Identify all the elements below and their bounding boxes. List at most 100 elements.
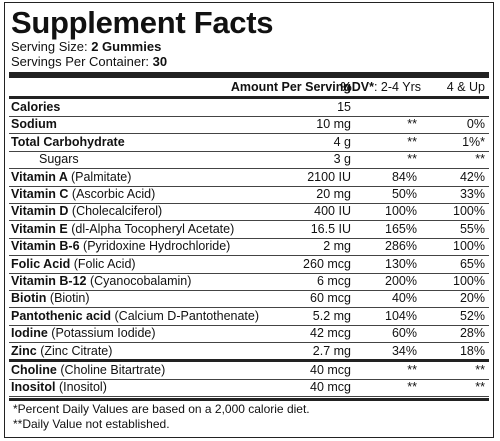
name: Sodium [11,117,57,132]
serving-size: Serving Size: 2 Gummies [11,39,161,54]
nutrient-row: Biotin (Biotin) 60 mcg 40% 20% [9,290,489,309]
amount: 6 mcg [316,274,351,288]
dv-2-4: 104% [385,308,417,323]
dv-2-4: 50% [391,187,417,201]
detail: (dl-Alpha Tocopheryl Acetate) [71,221,235,236]
amount: 4 g [333,134,351,149]
amount: 16.5 IU [310,221,351,236]
nutrient-name: Zinc (Zinc Citrate) [11,343,112,360]
name: Vitamin B-12 [11,274,87,288]
dv-4-up: 1%* [462,134,485,149]
nutrient-name: Sodium [11,116,57,133]
dv-2-4: 286% [385,239,417,254]
nutrient-name: Vitamin B-12 (Cyanocobalamin) [11,273,191,290]
detail: (Biotin) [49,291,90,306]
dv-2-4: : 2-4 Yrs [373,80,421,94]
dv-4-up: 100% [453,274,485,288]
dv-4-up: 100% [453,204,485,219]
name: Vitamin E [11,221,68,236]
thick-rule [9,72,489,78]
dv-4-up: 20% [459,291,485,306]
amount: 10 mg [316,117,351,132]
value: 2 Gummies [91,39,162,54]
nutrient-row: Vitamin B-12 (Cyanocobalamin) 6 mcg 200% 10… [9,273,489,291]
nutrient-row: Vitamin A (Palmitate) 2100 IU 84% 42% [9,169,489,187]
dv-4-up: ** [475,380,485,395]
nutrient-name: Biotin (Biotin) [11,290,90,307]
nutrient-name: Vitamin E (dl-Alpha Tocopheryl Acetate) [11,221,234,238]
nutrient-row: Iodine (Potassium Iodide) 42 mcg 60% 28% [9,325,489,344]
footnote: *Percent Daily Values are based on a 2,0… [13,402,310,416]
nutrient-row: Folic Acid (Folic Acid) 260 mcg 130% 65% [9,256,489,274]
amount: 2.7 mg [312,343,351,358]
nutrient-name: Pantothenic acid (Calcium D-Pantothenate… [11,308,259,325]
name: Folic Acid [11,256,71,271]
detail: (Ascorbic Acid) [71,187,156,201]
detail: (Potassium Iodide) [51,326,156,341]
nutrient-row: Pantothenic acid (Calcium D-Pantothenate… [9,308,489,326]
dv-4-up-header: 4 & Up [446,80,485,94]
name: Iodine [11,326,48,341]
title: Supplement Facts [11,5,274,40]
name: Vitamin B-6 [11,239,80,254]
dv-header: %DV*: 2-4 Yrs [341,80,421,94]
nutrient-name: Folic Acid (Folic Acid) [11,256,136,273]
amount: 3 g [333,152,351,167]
nutrient-row: Vitamin C (Ascorbic Acid) 20 mg 50% 33% [9,186,489,204]
amount: 2 mg [323,239,351,254]
label: Servings Per Container: [11,54,150,69]
detail: (Calcium D-Pantothenate) [114,308,260,323]
dv-4-up: ** [475,363,485,377]
name: Calories [11,100,61,114]
dv-2-4: 130% [385,256,417,271]
value: 30 [152,54,168,69]
name: Total Carbohydrate [11,134,125,149]
dv-4-up: ** [475,152,485,167]
name: Vitamin A [11,169,68,184]
nutrient-row: Inositol (Inositol) 40 mcg ** ** [9,379,489,398]
name: Biotin [11,291,47,306]
supplement-label: Supplement Facts Serving Size: 2 Gummies… [4,2,494,438]
name: Vitamin D [11,204,69,219]
nutrient-name: Sugars [39,151,79,168]
detail: (Zinc Citrate) [40,343,113,358]
nutrient-row: Vitamin E (dl-Alpha Tocopheryl Acetate) 1… [9,221,489,239]
dv-4-up: 100% [453,239,485,254]
dv-4-up: 52% [459,308,485,323]
name: Inositol [11,380,56,395]
name: Vitamin C [11,187,69,201]
nutrient-name: Vitamin D (Cholecalciferol) [11,203,162,220]
dv-2-4: ** [407,117,417,132]
amount: 260 mcg [303,256,351,271]
amount: 40 mcg [310,380,351,395]
nutrient-name: Vitamin A (Palmitate) [11,169,131,186]
amount: 15 [337,100,351,114]
nutrient-name: Vitamin C (Ascorbic Acid) [11,186,155,203]
amount: 20 mg [316,187,351,201]
nutrient-name: Vitamin B-6 (Pyridoxine Hydrochloride) [11,238,230,255]
section-rule [9,359,489,362]
amount: 5.2 mg [312,308,351,323]
dv-4-up: 0% [466,117,485,132]
nutrient-name: Calories [11,99,60,116]
detail: (Inositol) [58,380,107,395]
nutrient-name: Iodine (Potassium Iodide) [11,325,156,342]
nutrient-row: Zinc (Zinc Citrate) 2.7 mg 34% 18% [9,343,489,361]
nutrient-row: Calories 15 [9,99,489,117]
amount: 42 mcg [310,326,351,341]
dv-2-4: 40% [391,291,417,306]
dv-4-up: 55% [459,221,485,236]
name: Choline [11,363,57,377]
dv-2-4: ** [407,152,417,167]
nutrient-name: Choline (Choline Bitartrate) [11,362,165,379]
name: Pantothenic acid [11,308,112,323]
bottom-rule [9,397,489,401]
dv-2-4: ** [407,380,417,395]
dv-2-4: 34% [391,343,417,358]
amount-header: Amount Per Serving [230,80,351,94]
detail: (Cholecalciferol) [71,204,163,219]
rule [9,96,489,99]
dv-2-4: ** [407,363,417,377]
amount: 2100 IU [307,169,351,184]
dv-2-4: ** [407,134,417,149]
